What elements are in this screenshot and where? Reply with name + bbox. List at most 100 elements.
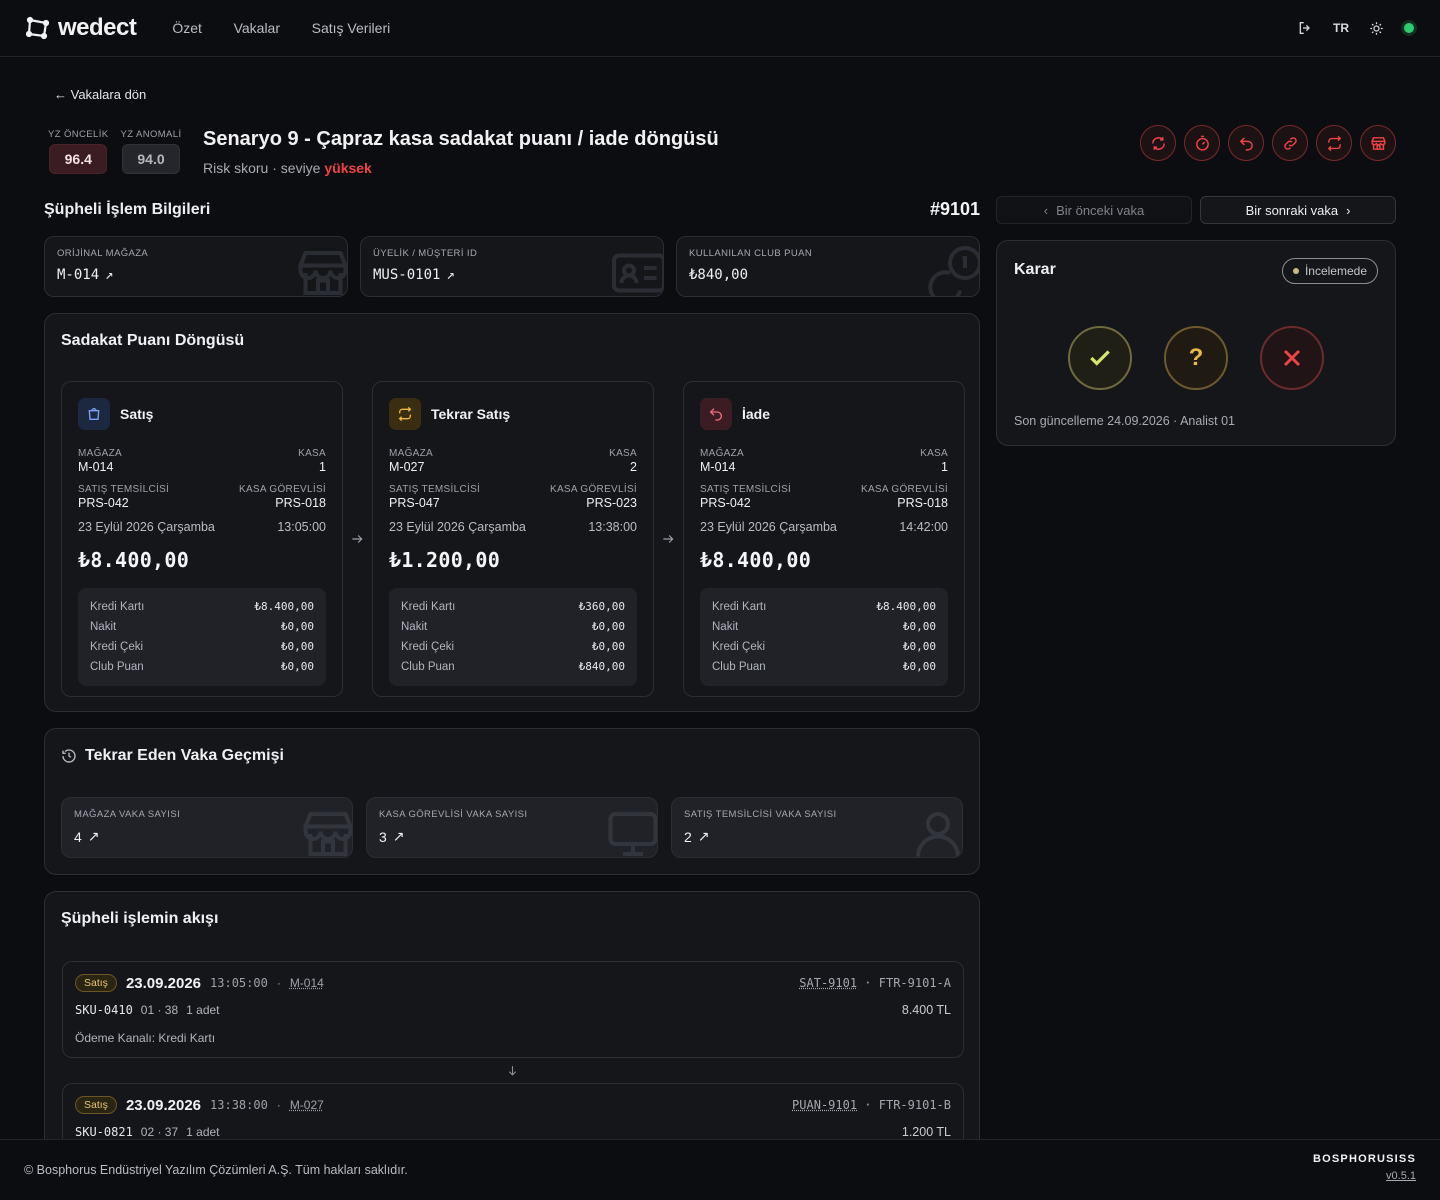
cashier-case-count-card[interactable]: KASA GÖREVLİSİ VAKA SAYISI 3 ↗ (366, 797, 658, 858)
language-switch[interactable]: TR (1333, 21, 1349, 35)
status-dot (1292, 268, 1299, 274)
status-badge[interactable]: İncelemede (1281, 258, 1378, 284)
version-link[interactable]: v0.5.1 (1386, 1170, 1416, 1182)
repeat-icon (389, 398, 421, 430)
payment-amount: ₺0,00 (902, 660, 936, 673)
timer-button[interactable] (1184, 125, 1220, 161)
check-icon (1090, 350, 1110, 366)
store-icon (303, 812, 352, 856)
transaction-store-link[interactable]: M-014 (289, 976, 324, 990)
sales-rep-label: SATIŞ TEMSİLCİSİ (389, 484, 481, 495)
payment-row: Nakit ₺0,00 (90, 617, 314, 637)
sales-rep-value: PRS-047 (389, 496, 440, 510)
transaction-date: 23 Eylül 2026 Çarşamba (700, 520, 837, 534)
risk-prefix: Risk skoru · seviye (203, 160, 321, 176)
undo-icon (1239, 136, 1253, 151)
cycle-name: Satış (120, 406, 154, 422)
sales-rep-case-count-card[interactable]: SATIŞ TEMSİLCİSİ VAKA SAYISI 2 ↗ (671, 797, 963, 858)
separator: · (276, 976, 281, 990)
store-value: M-014 (78, 460, 114, 474)
payment-amount: ₺0,00 (280, 620, 314, 633)
member-id-value: MUS-0101 (373, 267, 441, 283)
store-case-count-card[interactable]: MAĞAZA VAKA SAYISI 4 ↗ (61, 797, 353, 858)
cycle-card-return: İade MAĞAZA M-014 KASA 1 SATIŞ TEMSİLCİSİ P… (683, 381, 965, 697)
shopping-bag-icon (78, 398, 110, 430)
copyright-text: © Bosphorus Endüstriyel Yazılım Çözümler… (24, 1163, 408, 1177)
main-nav: Özet Vakalar Satış Verileri (172, 20, 418, 36)
transaction-time: 14:42:00 (899, 520, 948, 534)
store-label: MAĞAZA (389, 448, 434, 459)
invoice-number: FTR-9101-B (878, 1098, 951, 1112)
undo-button[interactable] (1228, 125, 1264, 161)
info-label: KULLANILAN CLUB PUAN (689, 248, 813, 259)
sales-rep-label: SATIŞ TEMSİLCİSİ (700, 484, 792, 495)
ai-scores: YZ ÖNCELİK 96.4 YZ ANOMALİ 94.0 (48, 129, 182, 174)
next-case-button[interactable]: Bir sonraki vaka › (1200, 196, 1396, 224)
nav-item-ozet[interactable]: Özet (172, 20, 202, 36)
user-icon (916, 812, 960, 857)
arrow-up-right-icon: ↗ (392, 828, 405, 844)
member-id-card[interactable]: ÜYELİK / MÜŞTERİ ID MUS-0101 ↗ (360, 236, 664, 297)
variant: 01 · 38 (140, 1003, 179, 1017)
refresh-icon (1151, 136, 1165, 150)
payment-row: Nakit ₺0,00 (712, 617, 936, 637)
page-title: Senaryo 9 - Çapraz kasa sadakat puanı / … (203, 128, 719, 150)
transaction-type-badge: Satış (75, 1096, 117, 1114)
link-button[interactable] (1272, 125, 1308, 161)
repeat-icon (1327, 135, 1341, 151)
transaction-date: 23 Eylül 2026 Çarşamba (389, 520, 526, 534)
link-icon (1283, 136, 1297, 150)
reject-button[interactable] (1260, 326, 1324, 390)
nav-item-vakalar[interactable]: Vakalar (233, 20, 281, 36)
payment-method: Kredi Kartı (401, 601, 456, 613)
transaction-row[interactable]: Satış 23.09.2026 13:05:00 · M-014 SAT-91… (62, 961, 964, 1058)
sales-rep-value: PRS-042 (700, 496, 751, 510)
logout-icon[interactable] (1297, 20, 1313, 36)
separator: · (864, 976, 879, 990)
transaction-date: 23 Eylül 2026 Çarşamba (78, 520, 215, 534)
payment-breakdown: Kredi Kartı ₺360,00 Nakit ₺0,00 Kredi Çeki… (389, 588, 637, 686)
payment-row: Club Puan ₺840,00 (401, 657, 625, 677)
payment-method: Kredi Kartı (90, 601, 145, 613)
question-button[interactable]: ? (1164, 326, 1228, 390)
sales-rep-case-count: 2 (684, 828, 692, 845)
previous-case-label: Bir önceki vaka (1056, 202, 1145, 218)
transaction-store-link[interactable]: M-027 (289, 1098, 324, 1112)
store-icon (298, 251, 347, 295)
repeat-button[interactable] (1316, 125, 1352, 161)
store-icon (1370, 136, 1386, 150)
cashier-case-count: 3 (379, 828, 387, 845)
payment-method: Kredi Çeki (712, 641, 766, 653)
cycle-card-resale: Tekrar Satış MAĞAZA M-027 KASA 2 SATIŞ TEM… (372, 381, 654, 697)
close-icon (1283, 349, 1301, 367)
payment-amount: ₺360,00 (578, 600, 625, 613)
sun-icon[interactable] (1369, 21, 1384, 36)
stat-value: 3 ↗ (379, 828, 645, 845)
original-store-card[interactable]: ORİJİNAL MAĞAZA M-014 ↗ (44, 236, 348, 297)
register-value: 2 (630, 460, 637, 474)
sku: SKU-0821 (75, 1125, 133, 1139)
refresh-button[interactable] (1140, 125, 1176, 161)
arrow-right-icon (352, 535, 363, 543)
approve-button[interactable] (1068, 326, 1132, 390)
info-value: MUS-0101 ↗ (373, 267, 651, 283)
payment-amount: ₺0,00 (280, 660, 314, 673)
payment-amount: ₺8.400,00 (876, 600, 936, 613)
back-to-cases-link[interactable]: ← Vakalara dön (54, 87, 146, 102)
section-title: Şüpheli İşlem Bilgileri (44, 201, 211, 218)
nav-item-satis-verileri[interactable]: Satış Verileri (311, 20, 391, 36)
previous-case-button[interactable]: ‹ Bir önceki vaka (996, 196, 1192, 224)
quantity: 1 adet (186, 1125, 220, 1139)
payment-row: Club Puan ₺0,00 (90, 657, 314, 677)
transaction-ref-link[interactable]: PUAN-9101 (792, 1098, 858, 1112)
store-value: M-014 (700, 460, 736, 474)
logo[interactable]: wedect (26, 14, 137, 42)
decision-title: Karar (1014, 261, 1056, 278)
ai-anomaly-label: YZ ANOMALİ (120, 129, 182, 140)
transaction-references: SAT-9101 · FTR-9101-A (799, 976, 951, 990)
store-button[interactable] (1360, 125, 1396, 161)
transaction-ref-link[interactable]: SAT-9101 (799, 976, 858, 990)
transaction-row[interactable]: Satış 23.09.2026 13:38:00 · M-027 PUAN-9… (62, 1083, 964, 1139)
transaction-time: 13:05:00 (277, 520, 326, 534)
cycle-name: Tekrar Satış (431, 406, 511, 422)
